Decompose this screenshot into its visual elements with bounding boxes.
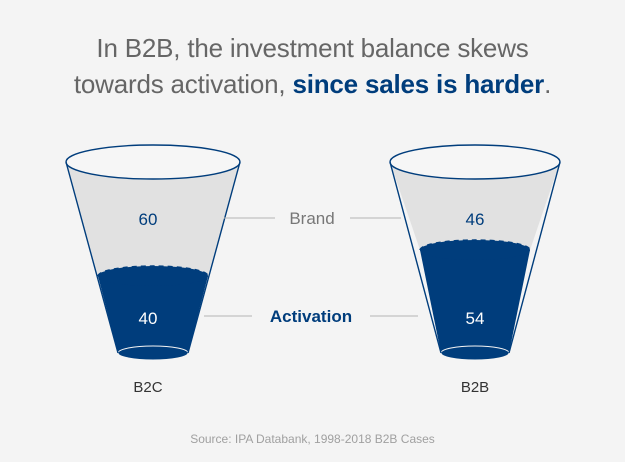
cup-b2c-activation-top xyxy=(98,266,208,286)
cup-b2c-activation-value: 40 xyxy=(139,309,158,328)
cup-b2b-activation-area xyxy=(420,250,530,353)
cup-b2c-rim xyxy=(65,144,241,180)
cup-b2c-left-edge xyxy=(65,161,119,354)
cup-b2b-right-edge xyxy=(508,161,561,354)
headline: In B2B, the investment balance skews tow… xyxy=(0,30,625,102)
headline-highlight: since sales is harder xyxy=(292,69,545,99)
cup-b2b: 46 54 B2B xyxy=(389,144,561,396)
cup-b2b-label: B2B xyxy=(461,379,489,396)
cup-b2b-bottom xyxy=(440,345,510,361)
cup-b2c-brand-value: 60 xyxy=(139,210,158,229)
cup-b2b-fill-line xyxy=(419,239,531,251)
headline-line-2-plain: towards activation, xyxy=(73,69,293,99)
source-note: Source: IPA Databank, 1998-2018 B2B Case… xyxy=(190,432,435,446)
cup-b2c-fill-line xyxy=(97,265,209,277)
cup-b2b-activation-top xyxy=(420,240,530,260)
cup-b2c-activation-area xyxy=(98,276,208,353)
cup-b2b-brand-area xyxy=(390,162,560,250)
cup-b2c-brand-area xyxy=(66,162,240,276)
cup-b2b-activation-value: 54 xyxy=(466,309,485,328)
cup-b2b-brand-value: 46 xyxy=(466,210,485,229)
cup-b2c: 60 40 B2C xyxy=(65,144,241,396)
headline-line-2-end: . xyxy=(544,69,552,99)
cup-b2c-bottom xyxy=(117,345,189,361)
cup-b2b-rim xyxy=(389,144,561,180)
brand-legend-label: Brand xyxy=(289,209,334,228)
headline-line-2: towards activation, since sales is harde… xyxy=(0,66,625,102)
headline-line-1: In B2B, the investment balance skews xyxy=(96,33,529,63)
cup-b2c-right-edge xyxy=(187,161,241,354)
cup-b2c-label: B2C xyxy=(133,379,162,396)
activation-legend-label: Activation xyxy=(270,307,352,326)
cup-b2b-left-edge xyxy=(389,161,442,354)
